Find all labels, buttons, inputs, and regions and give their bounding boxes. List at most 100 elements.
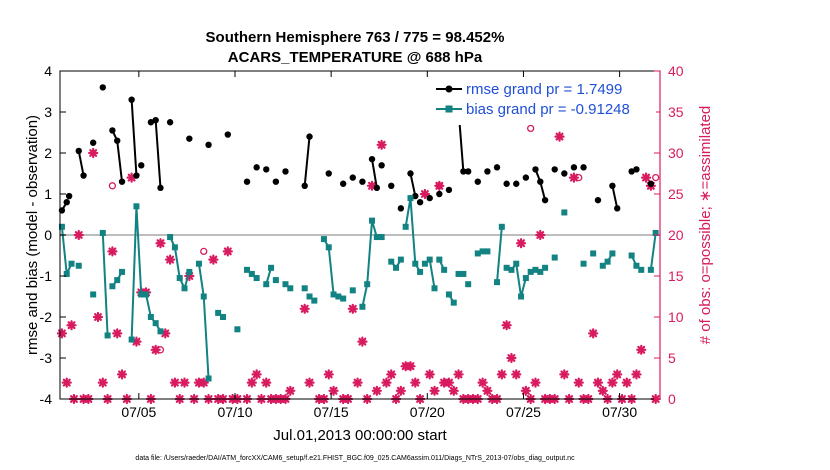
bias-point [508, 266, 515, 273]
obs-assimilated-marker [592, 377, 604, 388]
rmse-point [65, 192, 73, 200]
obs-assimilated-marker [169, 377, 181, 388]
bias-point [282, 281, 289, 288]
obs-assimilated-marker [535, 229, 546, 241]
rmse-line-segment [409, 173, 417, 197]
legend-bias-label: bias grand pr = -0.91248 [466, 101, 630, 118]
bias-point [412, 260, 419, 267]
obs-assimilated-marker [304, 377, 315, 388]
right-y-axis-ticks: 0 5 10 15 20 25 30 35 40 [654, 63, 684, 407]
obs-assimilated-marker [285, 385, 296, 396]
rmse-point [272, 178, 280, 185]
rmse-point [412, 192, 419, 200]
obs-possible-marker [108, 182, 117, 190]
bias-point [445, 291, 452, 298]
right-y-tick-label: 40 [668, 63, 684, 79]
bias-point [421, 260, 428, 267]
obs-assimilated-marker [530, 377, 541, 388]
obs-count-markers [56, 124, 661, 405]
bias-point [373, 234, 380, 241]
rmse-line-segment [611, 185, 619, 209]
x-tick-label: 07/15 [314, 404, 349, 420]
x-tick-label: 07/30 [602, 404, 637, 420]
left-y-tick-label: -3 [40, 350, 53, 366]
x-axis-label: Jul.01,2013 00:00:00 start [273, 427, 447, 444]
obs-assimilated-marker [116, 369, 128, 380]
rmse-point [80, 172, 87, 179]
rmse-point [205, 141, 212, 148]
bias-point [542, 264, 549, 271]
obs-assimilated-marker [222, 246, 233, 257]
obs-assimilated-marker [251, 369, 262, 380]
rmse-point [138, 162, 145, 169]
bias-point [133, 203, 140, 210]
obs-assimilated-marker [381, 377, 392, 388]
bias-point [119, 268, 126, 275]
obs-assimilated-marker [515, 238, 527, 249]
obs-assimilated-marker [179, 377, 190, 388]
rmse-point [133, 172, 140, 179]
obs-assimilated-marker [328, 385, 339, 396]
obs-assimilated-marker [323, 369, 334, 380]
obs-assimilated-marker [155, 238, 166, 249]
right-y-tick-label: 25 [668, 186, 684, 202]
bias-point [474, 250, 481, 257]
left-y-tick-label: -4 [40, 391, 53, 407]
bias-line-segment [404, 197, 421, 273]
obs-assimilated-marker [607, 377, 618, 388]
bias-point [176, 275, 183, 282]
obs-assimilated-marker [443, 377, 455, 388]
obs-assimilated-marker [573, 377, 584, 388]
obs-assimilated-marker [506, 352, 517, 364]
legend: rmse grand pr = 1.7499 bias grand pr = -… [432, 79, 656, 125]
right-y-tick-label: 0 [668, 391, 676, 407]
bias-point [306, 293, 313, 300]
rmse-point [633, 166, 640, 173]
bias-point [244, 266, 251, 273]
obs-assimilated-marker [482, 385, 493, 396]
rmse-point [118, 178, 126, 185]
rmse-point [373, 184, 381, 192]
bias-point [167, 234, 174, 241]
obs-possible-marker [200, 247, 208, 256]
x-tick-label: 07/20 [410, 404, 445, 420]
bias-line-segment [130, 206, 143, 340]
bias-point [114, 277, 121, 284]
obs-assimilated-marker [208, 254, 219, 265]
bias-point [518, 293, 525, 300]
obs-possible-marker [435, 182, 443, 190]
rmse-point [368, 155, 376, 163]
rmse-point [628, 168, 635, 175]
rmse-point [282, 168, 289, 175]
bias-point [364, 281, 371, 288]
rmse-point [63, 199, 70, 206]
bias-point [450, 299, 457, 306]
obs-assimilated-marker [395, 385, 406, 396]
rmse-point [407, 170, 414, 177]
obs-assimilated-marker [597, 385, 608, 396]
obs-assimilated-marker [621, 377, 632, 388]
obs-assimilated-marker [66, 320, 77, 331]
bias-point [75, 262, 82, 269]
rmse-point [561, 170, 568, 177]
obs-assimilated-marker [299, 303, 310, 314]
obs-assimilated-marker [496, 369, 507, 380]
bias-point [393, 264, 400, 271]
bias-point [143, 291, 150, 298]
bias-point [287, 285, 294, 292]
rmse-point [609, 182, 616, 189]
bias-point [248, 270, 255, 277]
bias-line-segment [145, 294, 162, 332]
bias-point [561, 209, 568, 216]
bias-point [63, 270, 70, 277]
bias-point [431, 285, 438, 292]
rmse-point [128, 96, 135, 103]
bias-point [215, 309, 222, 316]
bias-point [494, 279, 501, 286]
rmse-point [551, 166, 558, 173]
bias-point [537, 268, 544, 275]
x-tick-label: 07/25 [506, 404, 541, 420]
rmse-point [416, 199, 424, 206]
bias-point [349, 287, 356, 294]
bias-line-segment [101, 232, 109, 336]
